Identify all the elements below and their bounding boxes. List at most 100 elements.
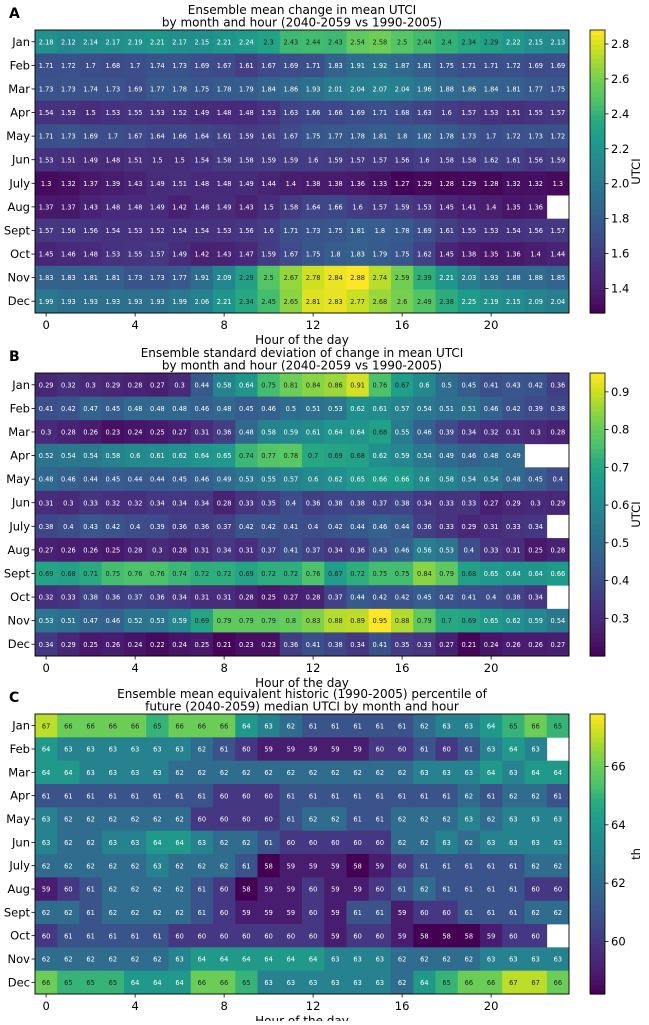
cell-value-label: 0.79 — [239, 617, 254, 625]
heatmap-cell — [213, 854, 236, 878]
colorbar-segment — [590, 905, 605, 911]
heatmap-cell — [391, 396, 414, 421]
cell-value-label: 1.73 — [106, 86, 121, 94]
cell-value-label: 0.27 — [150, 381, 165, 389]
cell-value-label: 1.75 — [395, 251, 410, 259]
cell-value-label: 2.6 — [397, 298, 408, 306]
heatmap-cell — [457, 289, 481, 314]
heatmap-cell — [257, 100, 281, 125]
colorbar-segment — [590, 251, 605, 257]
cell-value-label: 1.48 — [106, 203, 121, 211]
colorbar-segment — [590, 858, 605, 864]
colorbar-frame — [589, 713, 606, 995]
cell-value-label: 63 — [487, 956, 495, 964]
heatmap-cell — [391, 538, 414, 563]
heatmap-cell — [546, 877, 570, 902]
cell-value-label: 1.79 — [239, 86, 254, 94]
cell-value-label: 1.68 — [395, 109, 410, 117]
colorbar-segment — [590, 53, 605, 59]
cell-value-label: 0.57 — [395, 405, 410, 413]
heatmap-cell — [502, 877, 525, 902]
heatmap-cell — [368, 53, 392, 78]
cell-value-label: 0.55 — [261, 476, 276, 484]
cell-value-label: 63 — [175, 746, 183, 754]
cell-value-label: 1.69 — [284, 62, 299, 70]
heatmap-cell — [346, 124, 370, 149]
heatmap-cell — [213, 242, 236, 267]
heatmap-cell — [168, 265, 192, 290]
cell-value-label: 0.3 — [174, 381, 185, 389]
heatmap-cell — [124, 100, 147, 125]
heatmap-cell — [124, 420, 147, 445]
heatmap-cell — [368, 420, 392, 445]
heatmap-cell — [457, 854, 481, 878]
cell-value-label: 0.34 — [39, 641, 54, 649]
colorbar-segment — [590, 924, 605, 930]
heatmap-cell — [302, 632, 325, 657]
heatmap-cell — [124, 490, 147, 515]
x-axis-label: Hour of the day — [255, 333, 349, 347]
heatmap-cell — [368, 124, 392, 149]
heatmap-cell — [368, 561, 392, 586]
colorbar-segment — [590, 821, 605, 827]
cell-value-label: 60 — [353, 932, 361, 940]
cell-value-label: 1.56 — [61, 227, 76, 235]
heatmap-cell — [413, 195, 436, 220]
cell-value-label: 62 — [398, 839, 406, 847]
heatmap-cell — [57, 289, 80, 314]
heatmap-cell — [302, 289, 325, 314]
cell-value-label: 63 — [509, 839, 517, 847]
heatmap-cell — [257, 947, 281, 972]
cell-value-label: 1.54 — [39, 109, 54, 117]
heatmap-cell — [101, 242, 125, 267]
cell-value-label: 0.25 — [83, 641, 98, 649]
heatmap-cell — [346, 714, 370, 738]
cell-value-label: 61 — [554, 792, 562, 800]
cell-value-label: 2.29 — [484, 38, 499, 46]
heatmap-cell — [546, 373, 570, 397]
cell-value-label: 1.36 — [350, 180, 365, 188]
cell-value-label: 60 — [353, 839, 361, 847]
heatmap-cell — [457, 561, 481, 586]
cell-value-label: 0.42 — [328, 523, 343, 531]
colorbar-segment — [590, 246, 605, 253]
heatmap-cell — [391, 265, 414, 290]
heatmap-cell — [324, 585, 347, 610]
heatmap-cell — [324, 195, 347, 220]
heatmap-cell — [524, 585, 548, 610]
heatmap-cell — [213, 561, 236, 586]
cell-value-label: 0.31 — [39, 499, 54, 507]
cell-value-label: 0.74 — [172, 570, 187, 578]
colorbar-segment — [590, 500, 605, 506]
colorbar-segment — [590, 176, 605, 182]
heatmap-cell — [391, 77, 414, 102]
cell-value-label: 0.52 — [128, 617, 143, 625]
heatmap-cell — [457, 147, 481, 172]
x-tick-label: 4 — [131, 318, 138, 332]
heatmap-cell — [524, 265, 548, 290]
cell-value-label: 2.09 — [528, 298, 543, 306]
cell-value-label: 0.37 — [217, 523, 232, 531]
colorbar-segment — [590, 896, 605, 902]
heatmap-cell — [257, 514, 281, 539]
y-tick-label: Aug — [8, 543, 30, 557]
heatmap-cell — [190, 608, 214, 633]
y-tick-label: Jan — [11, 378, 30, 392]
cell-value-label: 61 — [131, 792, 139, 800]
heatmap-cell — [435, 585, 459, 610]
heatmap-cell — [79, 585, 103, 610]
cell-value-label: 62 — [442, 816, 450, 824]
heatmap-cell — [146, 632, 169, 657]
colorbar-segment — [590, 209, 605, 215]
heatmap-cell — [257, 900, 281, 925]
cell-value-label: 62 — [131, 956, 139, 964]
cell-value-label: 61 — [86, 909, 94, 917]
cell-value-label: 60 — [331, 839, 339, 847]
heatmap-cell — [57, 443, 80, 468]
cell-value-label: 1.58 — [239, 156, 254, 164]
heatmap-cell — [190, 53, 214, 78]
cell-value-label: 0.54 — [417, 452, 432, 460]
heatmap-cell — [146, 53, 169, 78]
heatmap-cell — [391, 171, 414, 196]
cell-value-label: 61 — [198, 886, 206, 894]
